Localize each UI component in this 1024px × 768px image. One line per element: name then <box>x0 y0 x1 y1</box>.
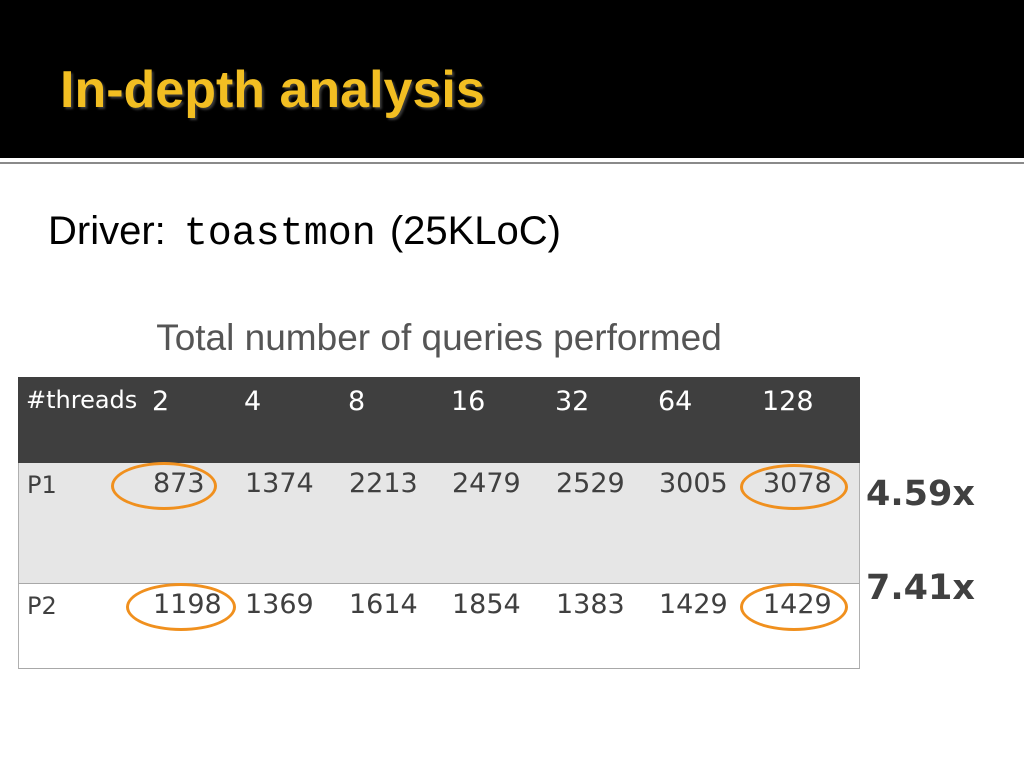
slide-title: In-depth analysis <box>60 61 485 119</box>
header-cell: 128 <box>762 386 814 417</box>
row-label: P1 <box>27 471 57 499</box>
table-cell: 1369 <box>245 589 314 620</box>
ratio-p2: 7.41x <box>866 568 975 608</box>
table-title: Total number of queries performed <box>156 317 722 358</box>
header-cell: 16 <box>451 386 486 417</box>
title-divider-shadow <box>0 162 1024 164</box>
table-header-row: #threads 2 4 8 16 32 64 128 <box>18 377 860 463</box>
table-cell: 2213 <box>349 468 418 499</box>
header-cell: 4 <box>244 386 262 417</box>
highlight-ring-p1-first <box>111 462 217 510</box>
ratio-p1: 4.59x <box>866 474 975 514</box>
highlight-ring-p1-last <box>740 464 848 510</box>
highlight-ring-p2-first <box>126 583 236 631</box>
table-cell: 1854 <box>452 589 521 620</box>
table-cell: 2529 <box>556 468 625 499</box>
title-bar <box>0 0 1024 158</box>
driver-name: toastmon <box>183 212 376 257</box>
table-cell: 1614 <box>349 589 418 620</box>
table-cell: 2479 <box>452 468 521 499</box>
highlight-ring-p2-last <box>740 583 848 631</box>
driver-label: Driver: <box>48 209 166 253</box>
header-cell: 32 <box>555 386 590 417</box>
table-cell: 3005 <box>659 468 728 499</box>
header-label: #threads <box>26 386 138 414</box>
driver-size: (25KLoC) <box>389 209 562 253</box>
title-divider <box>0 158 1024 162</box>
header-cell: 8 <box>348 386 366 417</box>
table-cell: 1383 <box>556 589 625 620</box>
table-cell: 1374 <box>245 468 314 499</box>
header-cell: 2 <box>152 386 170 417</box>
row-label: P2 <box>27 592 57 620</box>
driver-line: Driver: toastmon (25KLoC) <box>48 203 561 263</box>
header-cell: 64 <box>658 386 693 417</box>
table-cell: 1429 <box>659 589 728 620</box>
